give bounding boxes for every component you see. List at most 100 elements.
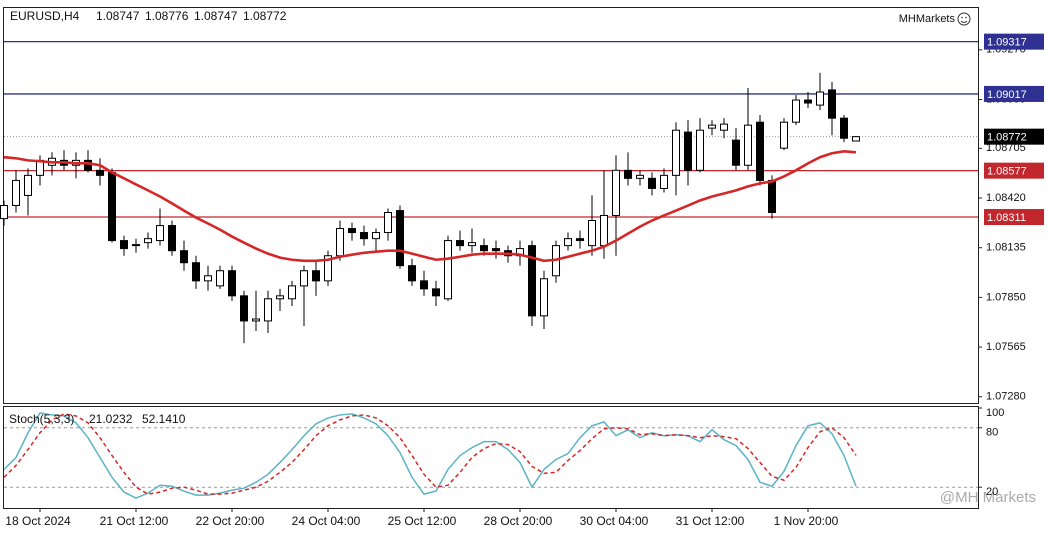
level-label-box: [984, 209, 1044, 226]
ohlc-high: 1.08776: [145, 9, 189, 23]
candle-body: [648, 177, 656, 189]
stoch-signal-readout: 52.1410: [142, 412, 186, 426]
candle-body: [624, 169, 632, 179]
candle-body: [372, 232, 380, 240]
ohlc-low: 1.08747: [194, 9, 238, 23]
x-tick-label: 22 Oct 20:00: [196, 514, 265, 528]
candle-body: [0, 205, 8, 220]
x-tick-label: 18 Oct 2024: [5, 514, 71, 528]
candle-body: [732, 139, 740, 166]
stoch-y-tick-label: 100: [986, 407, 1004, 419]
stoch-y-tick-label: 80: [986, 427, 998, 439]
candle-body: [564, 238, 572, 247]
stoch-main-readout: 21.0232: [89, 412, 133, 426]
candle-body: [312, 270, 320, 282]
candle-body: [384, 211, 392, 234]
candle-body: [108, 171, 116, 242]
candle-body: [528, 245, 536, 317]
candle-body: [708, 124, 716, 129]
current-price-label: 1.08772: [987, 132, 1027, 144]
y-tick-label: 1.07565: [986, 341, 1026, 353]
stoch-line: [3, 412, 857, 499]
candle-body: [324, 255, 332, 282]
moving-average: [3, 149, 857, 263]
stoch-panel-frame: [3, 406, 979, 509]
candle-body: [744, 124, 752, 166]
candle-body: [444, 240, 452, 300]
y-tick-label: 1.08420: [986, 192, 1026, 204]
x-tick-label: 30 Oct 04:00: [580, 514, 649, 528]
candle-body: [804, 99, 812, 104]
candle-body: [828, 89, 836, 119]
candle-body: [480, 245, 488, 252]
candle-body: [228, 270, 236, 297]
candle-body: [264, 298, 272, 322]
stoch-line: [3, 413, 857, 495]
candle-body: [336, 228, 344, 257]
x-tick-label: 24 Oct 04:00: [292, 514, 361, 528]
candle-body: [540, 278, 548, 317]
candle-body: [756, 121, 764, 181]
level-label-box: [984, 33, 1044, 50]
candle-body: [240, 295, 248, 322]
candle-body: [408, 265, 416, 282]
candle-body: [132, 244, 140, 247]
ohlc-close: 1.08772: [243, 9, 287, 23]
candle-body: [468, 242, 476, 247]
candle-body: [396, 210, 404, 267]
candle-body: [852, 136, 860, 142]
candle-body: [216, 270, 224, 287]
candle-body: [672, 129, 680, 176]
candle-body: [12, 179, 20, 207]
level-label: 1.08577: [987, 166, 1027, 178]
x-tick-label: 21 Oct 12:00: [100, 514, 169, 528]
candle-body: [816, 91, 824, 106]
stoch-name: Stoch(5,3,3): [9, 412, 74, 426]
ohlc-open: 1.08747: [96, 9, 140, 23]
y-tick-label: 1.08135: [986, 242, 1026, 254]
plot-layer: [0, 40, 982, 512]
candle-body: [348, 228, 356, 234]
stoch-y-tick-label: 20: [986, 486, 998, 498]
x-tick-label: 28 Oct 20:00: [484, 514, 553, 528]
candle-body: [24, 174, 32, 196]
candle-body: [144, 238, 152, 244]
level-label: 1.08311: [987, 212, 1026, 224]
candle-body: [696, 129, 704, 171]
level-label: 1.09317: [987, 37, 1027, 49]
y-tick-label: 1.07850: [986, 291, 1026, 303]
candle-body: [360, 232, 368, 240]
x-tick-label: 1 Nov 20:00: [774, 514, 839, 528]
candle-body: [84, 159, 92, 171]
candle-body: [684, 131, 692, 171]
candle-body: [840, 117, 848, 139]
candle-body: [660, 174, 668, 189]
candle-body: [96, 169, 104, 176]
candle-body: [780, 121, 788, 149]
level-label-box: [984, 85, 1044, 102]
symbol: EURUSD,H4: [10, 9, 80, 23]
candle-body: [204, 275, 212, 282]
level-label: 1.09017: [987, 89, 1027, 101]
candle-body: [276, 295, 284, 300]
candle-body: [576, 238, 584, 242]
candle-body: [168, 225, 176, 252]
candle-body: [492, 248, 500, 252]
candle-body: [792, 99, 800, 123]
level-label-box: [984, 162, 1044, 179]
candle-body: [192, 262, 200, 282]
current-price-box: [984, 128, 1044, 145]
candle-body: [420, 280, 428, 290]
candle-body: [720, 123, 728, 131]
y-tick-label: 1.07280: [986, 391, 1026, 403]
candle-body: [156, 225, 164, 242]
watermark: @MH Markets: [940, 489, 1036, 506]
candle-body: [288, 285, 296, 300]
candle-body: [180, 250, 188, 264]
candle-body: [120, 240, 128, 250]
candle-body: [456, 240, 464, 247]
candle-body: [252, 318, 260, 322]
x-tick-label: 25 Oct 12:00: [388, 514, 457, 528]
